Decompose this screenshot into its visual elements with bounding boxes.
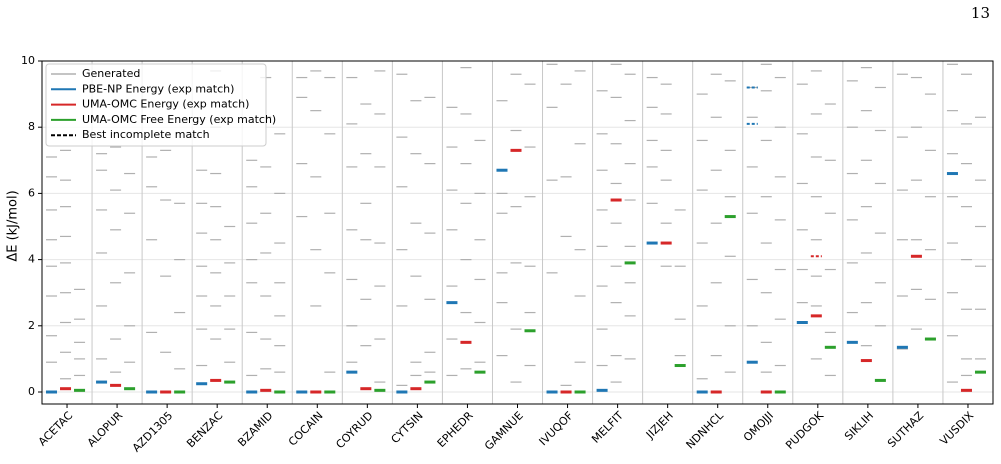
x-tick-label: NDNHCL xyxy=(684,408,727,451)
x-tick-label: PUDGOK xyxy=(783,409,826,452)
y-tick-label: 10 xyxy=(21,54,35,67)
x-tick-label: ALOPUR xyxy=(85,409,126,450)
x-tick-label: OMOJJI xyxy=(741,409,776,444)
legend-box xyxy=(45,63,267,147)
x-tick-label: GAMNUE xyxy=(482,409,526,453)
y-tick-label: 4 xyxy=(28,253,35,266)
legend-label: Generated xyxy=(82,67,140,80)
legend-label: UMA-OMC Energy (exp match) xyxy=(82,98,249,111)
legend-label: Best incomplete match xyxy=(82,128,210,141)
x-tick-label: IVUQOF xyxy=(537,409,576,448)
x-tick-label: JIZJEH xyxy=(643,409,676,442)
y-tick-label: 6 xyxy=(28,186,35,199)
x-tick-label: COYRUD xyxy=(333,409,375,451)
y-tick-label: 8 xyxy=(28,120,35,133)
x-tick-label: AZD1305 xyxy=(130,409,176,455)
x-tick-label: SUTHAZ xyxy=(885,409,926,450)
y-tick-label: 2 xyxy=(28,319,35,332)
x-tick-label: ACETAC xyxy=(36,409,76,449)
x-tick-label: BENZAC xyxy=(184,409,225,450)
legend-label: PBE-NP Energy (exp match) xyxy=(82,82,234,95)
y-axis-label: ΔE (kJ/mol) xyxy=(6,190,21,261)
x-tick-label: EPHEDR xyxy=(435,409,476,450)
x-tick-label: SIKLIH xyxy=(842,409,876,443)
x-tick-label: BZAMID xyxy=(235,409,275,449)
x-tick-label: VUSDIX xyxy=(937,409,976,448)
x-tick-label: COCAIN xyxy=(286,409,326,449)
x-tick-label: MELFIT xyxy=(589,409,626,446)
page-number: 13 xyxy=(971,4,990,22)
legend-label: UMA-OMC Free Energy (exp match) xyxy=(82,113,276,126)
x-tick-label: CYTSIN xyxy=(389,409,426,446)
y-tick-label: 0 xyxy=(28,385,35,398)
